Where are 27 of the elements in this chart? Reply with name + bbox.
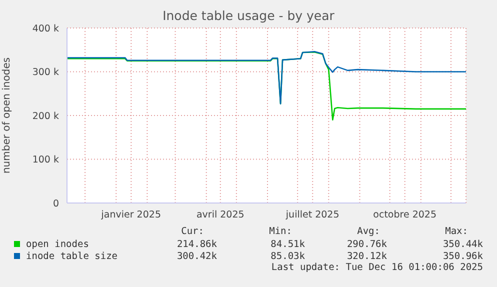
text: 350.44k [442, 238, 483, 250]
y-axis-title: number of open inodes [2, 57, 13, 174]
y-tick-label: 300 k [32, 67, 60, 78]
text: 350.96k [442, 250, 483, 262]
x-tick-label: janvier 2025 [100, 210, 162, 221]
text: 214.86k [176, 238, 217, 250]
text: Last update: Tue Dec 16 01:00:06 2025 [270, 262, 484, 274]
text: 320.12k [346, 250, 387, 262]
y-tick-label: 0 [52, 198, 59, 210]
text: Avg: [356, 226, 380, 237]
legend-label: inode table size [25, 250, 118, 262]
text: Cur: [180, 226, 204, 237]
chart-title: Inode table usage - by year [162, 8, 336, 23]
x-tick-label: avril 2025 [196, 210, 244, 221]
text: 84.51k [270, 238, 305, 250]
text: Max: [444, 226, 468, 237]
text: 85.03k [270, 250, 305, 262]
y-tick-label: 100 k [32, 154, 60, 166]
x-tick-label: octobre 2025 [373, 210, 437, 221]
x-tick-label: juillet 2025 [284, 210, 340, 221]
line-series [67, 50, 466, 104]
y-tick-label: 200 k [32, 110, 60, 122]
legend-label: open inodes [25, 238, 90, 250]
y-tick-label: 400 k [32, 23, 60, 34]
text: 300.42k [176, 250, 217, 262]
text: 290.76k [346, 238, 387, 250]
text: Min: [268, 226, 292, 237]
